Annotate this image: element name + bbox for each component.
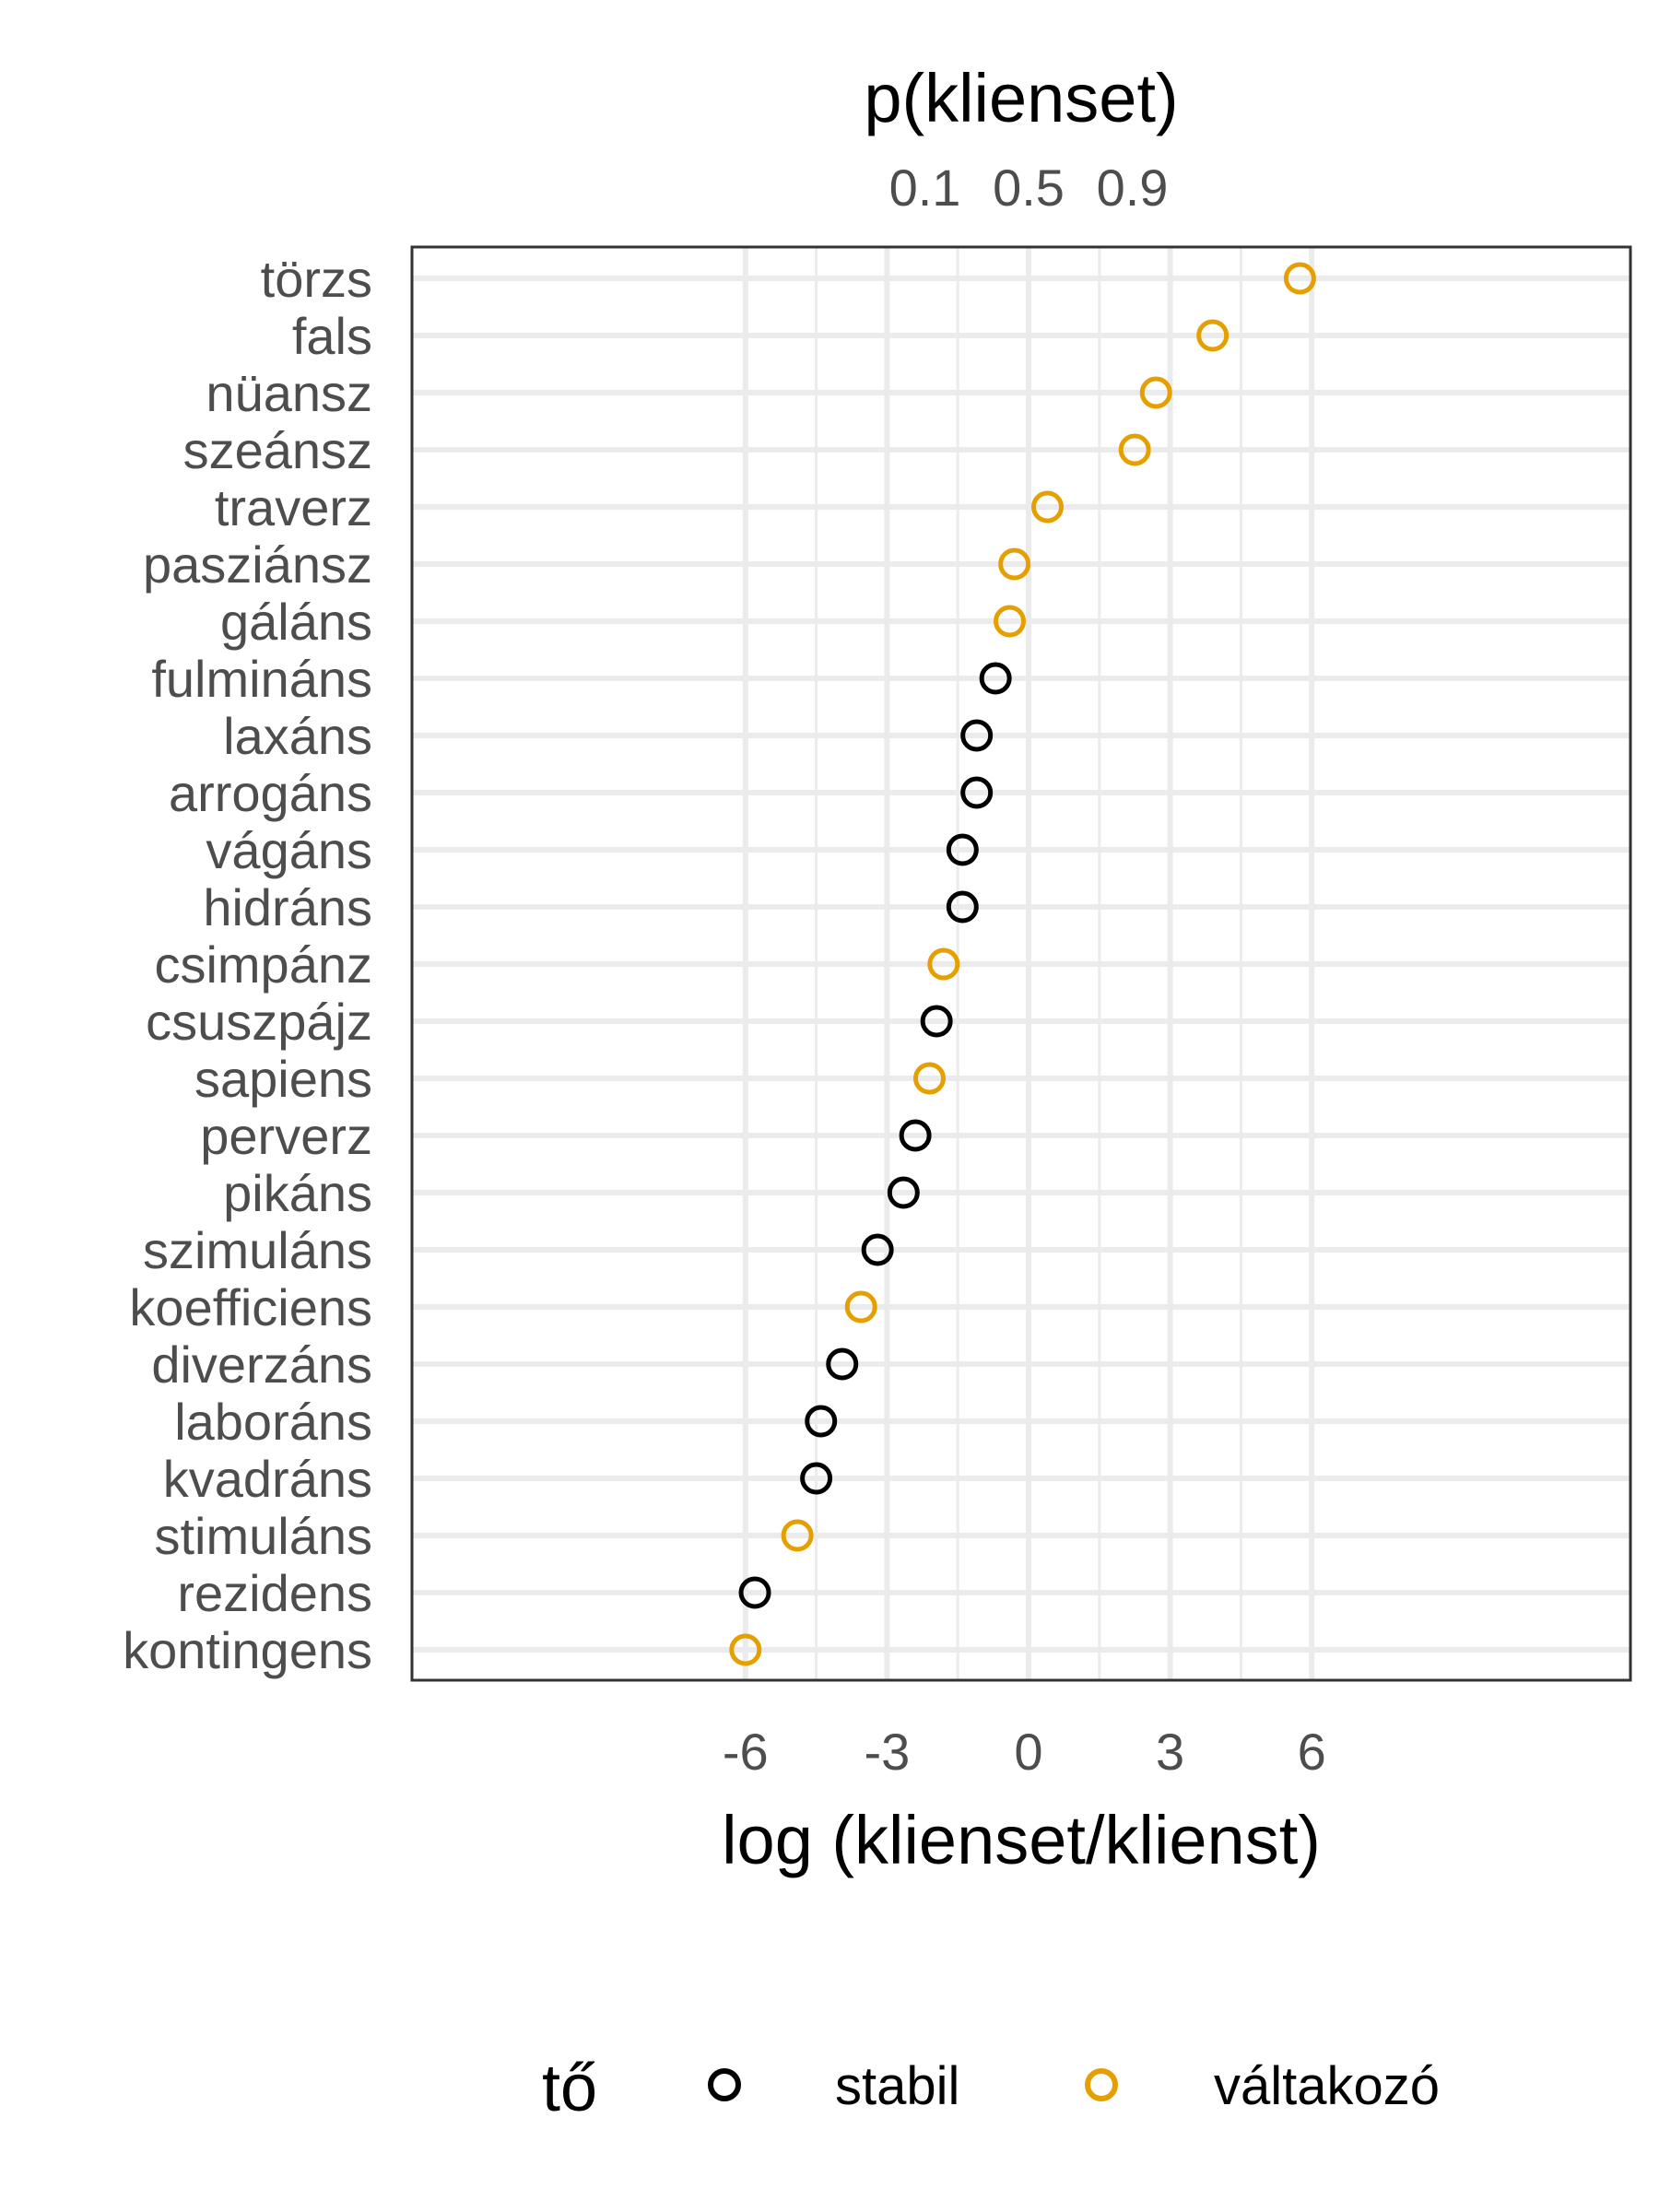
y-tick-label: sapiens bbox=[194, 1050, 372, 1108]
y-tick-label: fals bbox=[292, 307, 372, 365]
legend-title: tő bbox=[542, 2052, 597, 2125]
point-stimuláns bbox=[781, 1519, 814, 1552]
y-tick-label: arrogáns bbox=[169, 764, 372, 822]
x-tick-label: -3 bbox=[865, 1723, 911, 1781]
y-tick-label: vágáns bbox=[206, 821, 372, 879]
point-perverz bbox=[899, 1119, 932, 1152]
secondary-x-tick-label: 0.9 bbox=[1097, 159, 1169, 217]
y-tick-label: szeánsz bbox=[183, 421, 372, 479]
secondary-x-tick-label: 0.5 bbox=[993, 159, 1065, 217]
x-tick-label: 6 bbox=[1298, 1723, 1326, 1781]
y-tick-label: kvadráns bbox=[163, 1450, 372, 1508]
y-tick-label: laboráns bbox=[174, 1393, 372, 1451]
point-gáláns bbox=[994, 605, 1027, 638]
x-axis-title: log (klienset/klienst) bbox=[722, 1802, 1321, 1878]
point-kvadráns bbox=[800, 1462, 833, 1495]
secondary-x-axis-tick-labels: 0.1 0.5 0.9 bbox=[889, 159, 1169, 217]
y-tick-label: laxáns bbox=[223, 707, 372, 765]
point-sapiens bbox=[912, 1062, 946, 1095]
point-fulmináns bbox=[979, 662, 1012, 695]
legend-key-valtakozo bbox=[1085, 2068, 1118, 2101]
point-laxáns bbox=[960, 719, 994, 752]
point-hidráns bbox=[946, 890, 979, 924]
point-diverzáns bbox=[826, 1347, 859, 1381]
x-tick-label: 3 bbox=[1156, 1723, 1184, 1781]
legend-label-valtakozo: váltakozó bbox=[1214, 2056, 1440, 2116]
point-törzs bbox=[1283, 262, 1316, 295]
grid bbox=[412, 247, 1630, 1680]
y-tick-label: koefficiens bbox=[129, 1278, 372, 1336]
y-tick-label: törzs bbox=[261, 250, 372, 308]
point-csuszpájz bbox=[920, 1005, 953, 1038]
y-tick-label: fulmináns bbox=[151, 650, 372, 708]
y-tick-label: diverzáns bbox=[151, 1335, 372, 1394]
y-tick-label: pasziánsz bbox=[143, 535, 372, 594]
secondary-x-axis-title: p(klienset) bbox=[864, 60, 1178, 136]
legend-label-stabil: stabil bbox=[835, 2056, 959, 2116]
y-tick-label: stimuláns bbox=[154, 1507, 372, 1565]
point-nüansz bbox=[1139, 376, 1172, 409]
y-tick-label: szimuláns bbox=[143, 1221, 372, 1279]
y-tick-label: pikáns bbox=[223, 1164, 372, 1222]
point-traverz bbox=[1030, 490, 1064, 524]
point-koefficiens bbox=[844, 1290, 877, 1324]
y-tick-label: csuszpájz bbox=[146, 993, 372, 1051]
point-fals bbox=[1196, 319, 1230, 352]
y-axis-tick-labels: törzsfalsnüanszszeánsztraverzpasziánszgá… bbox=[123, 250, 372, 1679]
point-rezidens bbox=[738, 1576, 771, 1609]
y-tick-label: csimpánz bbox=[154, 935, 372, 994]
y-tick-label: hidráns bbox=[203, 878, 372, 936]
point-vágáns bbox=[946, 833, 979, 866]
panel-border bbox=[410, 245, 1632, 1682]
point-arrogáns bbox=[960, 776, 994, 809]
point-pasziánsz bbox=[998, 547, 1031, 581]
y-tick-label: rezidens bbox=[177, 1564, 372, 1622]
y-tick-label: gáláns bbox=[220, 593, 372, 651]
y-tick-label: traverz bbox=[215, 478, 372, 536]
point-csimpánz bbox=[927, 947, 960, 981]
legend: tő stabil váltakozó bbox=[542, 2052, 1440, 2125]
x-tick-label: 0 bbox=[1014, 1723, 1042, 1781]
legend-key-stabil bbox=[708, 2068, 741, 2101]
point-laboráns bbox=[805, 1405, 838, 1438]
y-tick-label: perverz bbox=[200, 1107, 372, 1165]
point-szeánsz bbox=[1118, 433, 1151, 466]
point-pikáns bbox=[887, 1176, 920, 1209]
point-kontingens bbox=[729, 1633, 762, 1666]
secondary-x-tick-label: 0.1 bbox=[889, 159, 961, 217]
y-tick-label: nüansz bbox=[206, 364, 372, 422]
y-tick-label: kontingens bbox=[123, 1621, 372, 1679]
x-axis-tick-labels: -6 -3 0 3 6 bbox=[723, 1723, 1326, 1781]
x-tick-label: -6 bbox=[723, 1723, 769, 1781]
data-points bbox=[729, 262, 1316, 1666]
point-szimuláns bbox=[861, 1233, 894, 1266]
